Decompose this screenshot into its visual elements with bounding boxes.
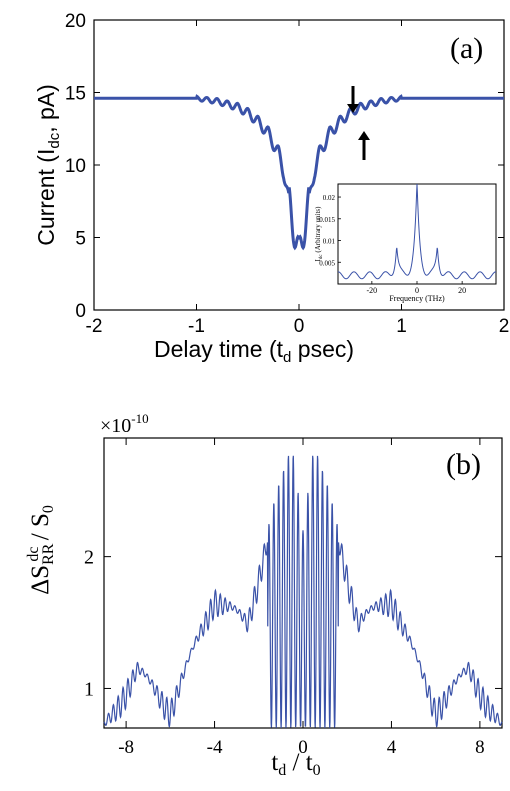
x-tick-label-a: -2 (86, 316, 103, 337)
y-tick-label-a: 10 (65, 156, 86, 177)
inset-y-tick-label: 0.02 (323, 194, 336, 202)
scale-factor-label: ×10-10 (100, 411, 149, 437)
y-tick-label-a: 0 (75, 301, 86, 322)
y-tick-label-a: 20 (65, 11, 86, 32)
plot-frame-b (103, 437, 503, 729)
x-tick-label-a: -1 (188, 316, 205, 337)
x-tick-label-a: 0 (294, 316, 305, 337)
axis-ticks-b: -8 -4 0 4 812 (84, 438, 502, 758)
inset-y-tick-label: 0.005 (319, 259, 335, 267)
x-tick-label-b: -8 (118, 737, 134, 758)
y-tick-label-a: 5 (75, 229, 86, 250)
inset-x-tick-label: 0 (415, 286, 419, 295)
series-line-a (94, 94, 504, 251)
panel-label-b: (b) (446, 448, 481, 481)
inset-x-tick-label: -20 (367, 286, 378, 295)
inset-spectrum-line (338, 183, 496, 280)
y-tick-label-b: 1 (84, 678, 94, 700)
panel-b: -8 -4 0 4 812 (b) ×10-10 td / t0 ΔSRRdc / S0 (25, 411, 503, 779)
x-tick-label-b: 8 (475, 737, 485, 758)
inset-x-label: Frequency (THz) (389, 294, 445, 303)
series-line-b (103, 455, 503, 729)
y-axis-label-b: ΔSRRdc / S0 (25, 505, 57, 595)
x-tick-label-a: 1 (396, 316, 407, 337)
y-tick-label-b: 2 (84, 547, 94, 569)
inset-x-tick-label: 20 (458, 286, 466, 295)
x-tick-label-b: 4 (387, 737, 397, 758)
delta-s-series-line (103, 455, 503, 729)
panel-label-a: (a) (450, 32, 483, 65)
inset-y-tick-label: 0.015 (319, 216, 335, 224)
x-axis-label-a: Delay time (td psec) (154, 336, 354, 366)
inset-ticks: -20 0 20 0.005 0.01 0.015 0.02 (319, 194, 466, 295)
inset-y-label: Idc (Arbitrary units) (314, 206, 324, 262)
x-tick-label-a: 2 (499, 316, 510, 337)
annotation-arrow-up (358, 131, 370, 160)
x-tick-label-b: 0 (298, 737, 308, 758)
inset-series-line (338, 183, 496, 280)
y-tick-label-a: 15 (65, 84, 86, 105)
x-tick-label-b: -4 (207, 737, 223, 758)
inset-y-tick-label: 0.01 (323, 238, 336, 246)
x-axis-label-b: td / t0 (271, 749, 320, 779)
inset-frame (337, 183, 497, 285)
y-axis-label-a: Current (Idc, pA) (33, 84, 63, 246)
annotation-arrow-down (347, 86, 359, 113)
inset-plot: -20 0 20 0.005 0.01 0.015 0.02 Idc (Arbitrary … (314, 183, 497, 303)
current-series-line (94, 94, 504, 251)
